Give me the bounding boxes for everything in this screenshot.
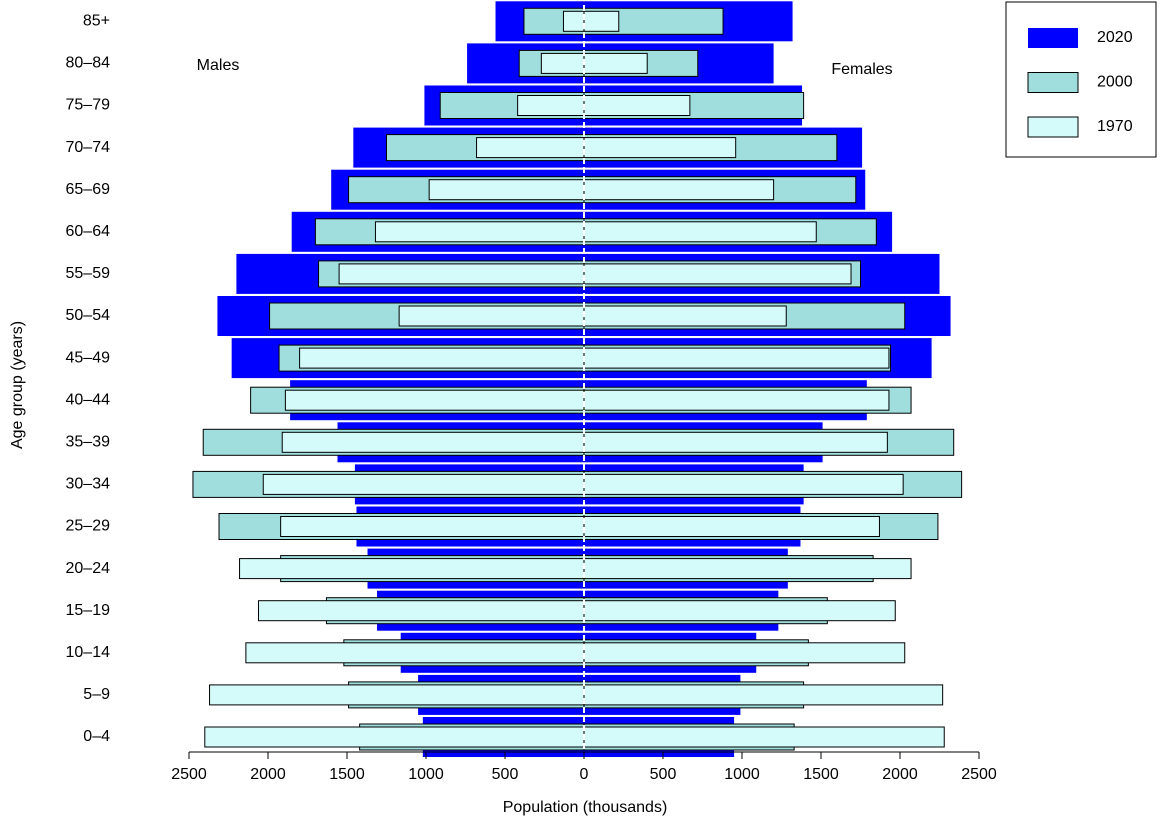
y-tick-label: 25–29	[66, 518, 111, 535]
bar	[583, 684, 944, 706]
bar	[583, 473, 904, 495]
y-tick-label: 70–74	[66, 139, 111, 156]
bar	[262, 473, 585, 495]
legend-swatch	[1028, 28, 1078, 48]
bar	[374, 221, 585, 243]
bar	[583, 347, 890, 369]
bar	[281, 431, 585, 453]
bar	[398, 305, 585, 327]
legend-label: 2000	[1097, 74, 1133, 91]
y-axis-label: Age group (years)	[9, 321, 26, 449]
y-tick-label: 85+	[83, 13, 110, 30]
bar	[299, 347, 585, 369]
bar	[239, 558, 585, 580]
bar	[583, 642, 906, 664]
bar	[583, 137, 737, 159]
legend-swatch	[1027, 72, 1079, 93]
annotation: Males	[197, 57, 240, 74]
y-tick-label: 40–44	[66, 391, 111, 408]
bar	[476, 137, 585, 159]
x-tick-label: 500	[492, 766, 519, 783]
bar	[583, 431, 888, 453]
y-tick-label: 20–24	[66, 560, 111, 577]
y-tick-label: 15–19	[66, 602, 111, 619]
bar	[428, 179, 585, 201]
bar	[583, 52, 648, 74]
x-tick-label: 1500	[803, 766, 839, 783]
bar	[280, 516, 585, 537]
y-tick-label: 35–39	[66, 434, 111, 451]
bar	[258, 600, 585, 622]
annotation: Females	[831, 61, 892, 78]
bar	[245, 642, 585, 664]
bar	[583, 558, 912, 580]
legend-label: 2020	[1097, 29, 1133, 46]
bar	[583, 221, 817, 243]
y-tick-label: 65–69	[66, 181, 111, 198]
x-tick-label: 1000	[724, 766, 760, 783]
bar	[209, 684, 585, 706]
legend-swatch	[1027, 116, 1079, 138]
bar	[583, 389, 890, 411]
x-tick-label: 1000	[408, 766, 444, 783]
y-tick-label: 5–9	[83, 686, 110, 703]
bar	[562, 10, 585, 32]
bar	[583, 726, 945, 748]
bar	[583, 600, 896, 622]
y-tick-label: 55–59	[66, 265, 111, 282]
bar	[338, 263, 585, 285]
y-tick-label: 45–49	[66, 349, 111, 366]
y-tick-label: 50–54	[66, 307, 111, 324]
x-axis-label: Population (thousands)	[503, 799, 668, 816]
bar	[583, 263, 852, 285]
x-tick-label: 500	[650, 766, 677, 783]
bar	[517, 95, 585, 116]
bar	[583, 95, 691, 116]
y-tick-label: 60–64	[66, 223, 111, 240]
x-tick-label: 2000	[250, 766, 286, 783]
bar	[284, 389, 585, 411]
bar	[540, 52, 585, 74]
x-tick-label: 2500	[171, 766, 207, 783]
y-tick-label: 10–14	[66, 644, 111, 661]
bar	[583, 516, 880, 537]
y-tick-label: 0–4	[83, 728, 110, 745]
bar	[583, 10, 620, 32]
bar	[204, 726, 585, 748]
y-tick-label: 30–34	[66, 476, 111, 493]
x-tick-label: 1500	[329, 766, 365, 783]
bar	[583, 179, 775, 201]
x-tick-label: 2000	[882, 766, 918, 783]
x-tick-label: 0	[580, 766, 589, 783]
x-tick-label: 2500	[961, 766, 997, 783]
bar	[583, 305, 787, 327]
y-tick-label: 75–79	[66, 97, 111, 114]
y-tick-label: 80–84	[66, 55, 111, 72]
legend-label: 1970	[1097, 118, 1133, 135]
